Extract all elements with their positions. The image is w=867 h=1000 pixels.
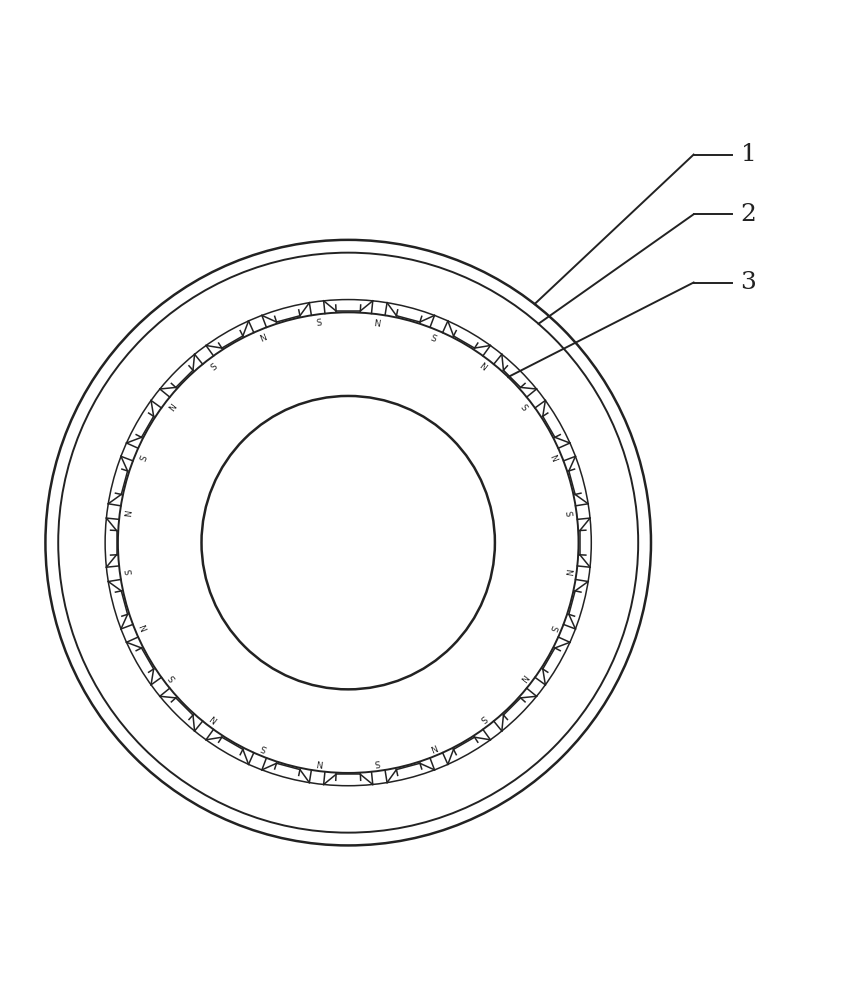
Text: N: N bbox=[428, 741, 438, 752]
Text: N: N bbox=[139, 622, 150, 632]
Text: S: S bbox=[428, 333, 437, 344]
Text: 2: 2 bbox=[740, 203, 756, 226]
Text: S: S bbox=[124, 568, 134, 575]
Text: N: N bbox=[208, 712, 219, 724]
Text: S: S bbox=[316, 319, 323, 328]
Text: S: S bbox=[563, 510, 572, 517]
Text: S: S bbox=[374, 757, 381, 766]
Text: S: S bbox=[209, 362, 218, 373]
Text: N: N bbox=[316, 757, 323, 767]
Text: N: N bbox=[259, 333, 269, 344]
Text: N: N bbox=[167, 403, 179, 414]
Text: N: N bbox=[373, 319, 381, 329]
Text: N: N bbox=[477, 362, 488, 373]
Text: N: N bbox=[547, 453, 557, 463]
Text: S: S bbox=[478, 713, 488, 723]
Text: S: S bbox=[547, 623, 557, 632]
Text: N: N bbox=[563, 568, 572, 575]
Text: N: N bbox=[518, 672, 529, 683]
Text: 1: 1 bbox=[740, 143, 756, 166]
Text: S: S bbox=[167, 672, 179, 682]
Text: N: N bbox=[124, 510, 134, 518]
Text: S: S bbox=[139, 454, 149, 462]
Text: S: S bbox=[518, 403, 529, 413]
Text: 3: 3 bbox=[740, 271, 756, 294]
Text: S: S bbox=[259, 741, 268, 752]
